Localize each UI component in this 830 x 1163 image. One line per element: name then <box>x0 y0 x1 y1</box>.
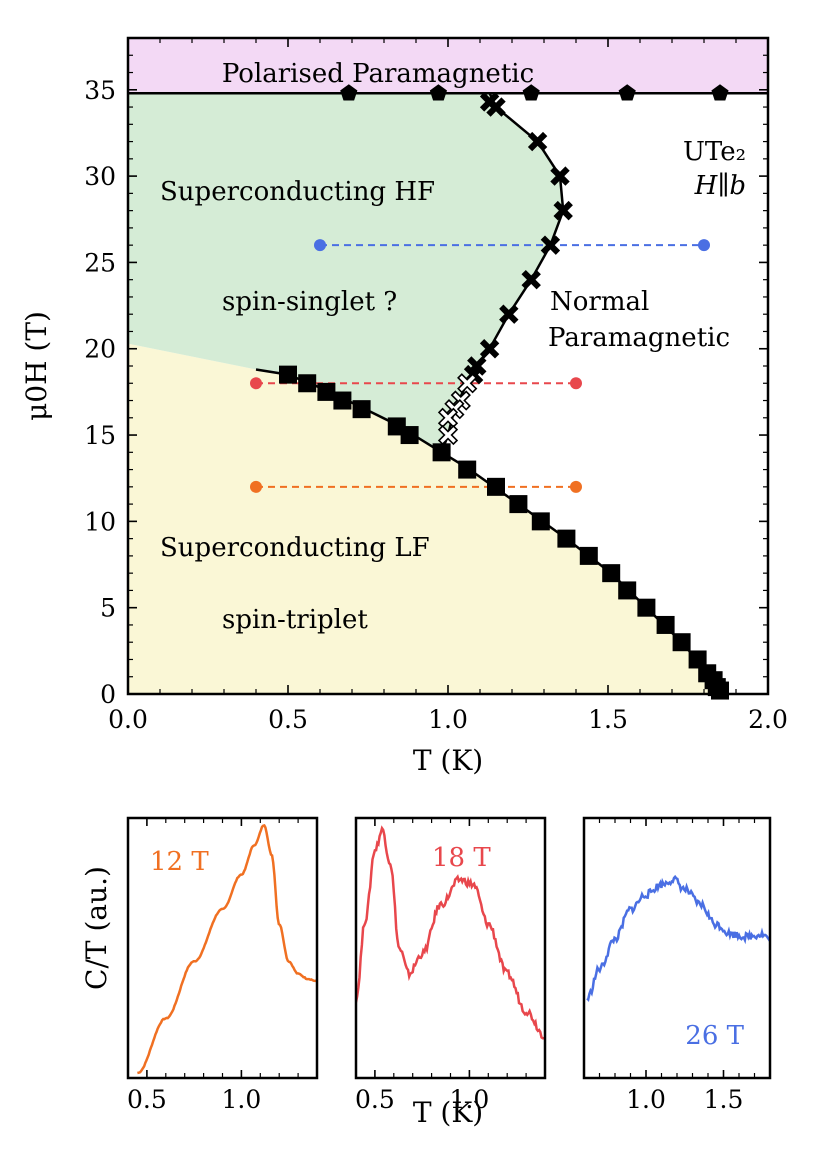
y-tick-label-30: 30 <box>84 162 116 191</box>
cut-endpoint-18T-0 <box>250 377 262 390</box>
phase-regions <box>128 38 768 694</box>
marker-x-filled-5 <box>540 235 561 255</box>
marker-pentagon-filled-4 <box>711 84 729 101</box>
inset-12T: 0.5 1.0 12 T <box>126 816 319 1114</box>
marker-square-filled-11 <box>531 512 550 531</box>
y-tick-label-25: 25 <box>84 248 116 277</box>
inset-tick-label-1.0: 1.0 <box>626 1085 666 1114</box>
inset-curve-2 <box>586 874 770 1003</box>
cut-endpoint-26T-0 <box>314 239 326 252</box>
inset-tick-label-1.0: 1.0 <box>450 1085 490 1114</box>
inset-field-label-1: 18 T <box>432 843 491 873</box>
marker-square-filled-16 <box>637 598 656 617</box>
main-ticks: 0.0 0.5 1.0 1.5 2.0 0 5 10 15 20 25 30 35 <box>84 38 788 734</box>
inset-field-label-2: 26 T <box>685 1021 744 1051</box>
inset-26T: 1.0 1.5 26 T <box>582 816 772 1114</box>
inset-x-axis-label: T (K) <box>413 1096 483 1129</box>
marker-x-filled-3 <box>550 166 570 186</box>
x-tick-label-1.0: 1.0 <box>428 705 468 734</box>
inset-curve-0 <box>137 824 317 1075</box>
marker-square-filled-19 <box>688 650 707 669</box>
marker-pentagon-filled-0 <box>340 84 358 101</box>
marker-square-filled-3 <box>333 391 352 410</box>
cut-endpoint-12T-1 <box>570 480 582 493</box>
label-spin-triplet: spin-triplet <box>222 605 368 635</box>
main-y-axis-label: μ0H (T) <box>20 311 53 421</box>
y-tick-label-15: 15 <box>84 421 116 450</box>
marker-square-filled-10 <box>509 495 528 514</box>
marker-square-filled-15 <box>618 581 637 600</box>
marker-x-filled-8 <box>479 339 500 359</box>
marker-square-filled-18 <box>672 633 691 652</box>
cut-endpoint-26T-1 <box>698 239 710 252</box>
marker-x-filled-7 <box>499 304 519 324</box>
marker-x-open-0 <box>457 373 478 394</box>
marker-x-filled-1 <box>486 97 506 117</box>
inset-field-label-0: 12 T <box>150 847 209 877</box>
label-polarised-paramagnetic: Polarised Paramagnetic <box>222 59 534 89</box>
cut-endpoint-18T-1 <box>570 377 582 390</box>
label-compound: UTe₂ <box>683 137 746 167</box>
y-tick-label-10: 10 <box>84 507 116 536</box>
inset-tick-label-1.0: 1.0 <box>222 1085 262 1114</box>
main-phase-diagram: 0.0 0.5 1.0 1.5 2.0 0 5 10 15 20 25 30 35 Polarised … <box>20 36 788 777</box>
data-markers <box>279 84 729 700</box>
x-tick-label-1.5: 1.5 <box>588 705 628 734</box>
cut-endpoint-12T-0 <box>250 480 262 493</box>
y-tick-label-35: 35 <box>84 76 116 105</box>
x-tick-label-0.5: 0.5 <box>268 705 308 734</box>
marker-square-filled-23 <box>711 681 729 700</box>
marker-square-filled-1 <box>298 374 317 393</box>
x-tick-label-2.0: 2.0 <box>748 705 788 734</box>
region-superconducting-hf <box>128 93 564 453</box>
inset-y-axis-label: C/T (au.) <box>80 866 113 990</box>
marker-square-filled-8 <box>458 460 477 479</box>
marker-x-filled-6 <box>521 269 541 290</box>
marker-square-filled-9 <box>487 477 505 496</box>
marker-square-filled-2 <box>317 382 336 401</box>
marker-pentagon-filled-2 <box>522 84 540 101</box>
inset-tick-label-1.5: 1.5 <box>704 1085 744 1114</box>
marker-x-filled-4 <box>553 200 573 221</box>
label-paramagnetic: Paramagnetic <box>548 323 730 353</box>
label-field-orientation: H∥b <box>694 171 746 201</box>
marker-pentagon-filled-1 <box>429 84 447 101</box>
marker-square-filled-17 <box>656 615 675 634</box>
marker-x-open-4 <box>437 424 459 446</box>
marker-square-filled-14 <box>602 564 621 583</box>
main-x-axis-label: T (K) <box>413 744 483 777</box>
label-normal: Normal <box>550 287 649 317</box>
marker-square-filled-0 <box>279 365 297 384</box>
marker-square-filled-12 <box>557 529 576 548</box>
y-tick-label-5: 5 <box>100 594 116 623</box>
marker-pentagon-filled-3 <box>618 84 636 101</box>
label-spin-singlet: spin-singlet ? <box>222 287 397 317</box>
marker-square-filled-7 <box>432 443 451 462</box>
marker-square-filled-6 <box>400 426 419 445</box>
inset-curve-1 <box>356 825 545 1040</box>
inset-18T: 0.5 1.0 18 T <box>354 816 547 1114</box>
marker-square-filled-4 <box>352 400 371 419</box>
y-tick-label-0: 0 <box>100 680 116 709</box>
label-superconducting-lf: Superconducting LF <box>160 533 430 563</box>
marker-x-open-3 <box>437 407 459 428</box>
inset-tick-label-0.5: 0.5 <box>355 1085 395 1114</box>
x-tick-label-0.0: 0.0 <box>108 705 148 734</box>
y-tick-label-20: 20 <box>84 335 116 364</box>
region-polarised-paramagnetic <box>128 38 768 94</box>
marker-square-filled-13 <box>579 546 598 565</box>
region-superconducting-lf <box>128 343 720 694</box>
marker-x-filled-2 <box>527 131 548 152</box>
inset-tick-label-0.5: 0.5 <box>127 1085 167 1114</box>
label-superconducting-hf: Superconducting HF <box>160 177 435 207</box>
